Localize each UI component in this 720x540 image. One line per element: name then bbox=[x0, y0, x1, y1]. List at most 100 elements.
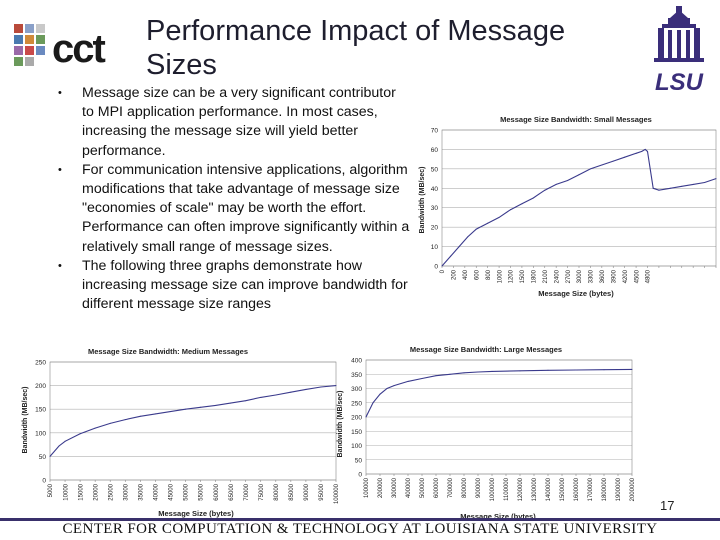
bullet-dot: • bbox=[58, 87, 62, 99]
x-tick-label: 1900000 bbox=[616, 477, 622, 501]
y-tick-label: 300 bbox=[351, 386, 362, 393]
data-point bbox=[124, 419, 126, 421]
data-point bbox=[458, 246, 460, 248]
data-point bbox=[260, 396, 262, 398]
data-point bbox=[644, 148, 646, 150]
lsu-logo: LSU bbox=[654, 6, 704, 94]
x-tick-label: 85000 bbox=[289, 483, 295, 500]
x-tick-label: 1100000 bbox=[504, 477, 510, 501]
y-tick-label: 0 bbox=[358, 472, 362, 479]
data-point bbox=[49, 455, 51, 457]
data-point bbox=[200, 406, 202, 408]
data-point bbox=[681, 185, 683, 187]
data-point bbox=[365, 416, 367, 418]
x-tick-label: 1000000 bbox=[490, 477, 496, 501]
data-point bbox=[154, 413, 156, 415]
footer-text: CENTER FOR COMPUTATION & TECHNOLOGY AT L… bbox=[62, 521, 658, 537]
data-point bbox=[567, 180, 569, 182]
chart-title: Message Size Bandwidth: Small Messages bbox=[500, 115, 652, 124]
y-tick-label: 0 bbox=[434, 264, 438, 271]
x-tick-label: 800000 bbox=[462, 477, 468, 498]
page-number: 17 bbox=[660, 498, 675, 513]
y-tick-label: 400 bbox=[351, 358, 362, 365]
x-tick-label: 1800 bbox=[532, 269, 538, 283]
y-tick-label: 200 bbox=[35, 383, 46, 390]
bullet-text: Message size can be a very significant c… bbox=[82, 85, 396, 159]
data-point bbox=[290, 391, 292, 393]
plot-area bbox=[49, 361, 337, 481]
x-tick-label: 600000 bbox=[434, 477, 440, 498]
data-point bbox=[487, 222, 489, 224]
data-point bbox=[169, 411, 171, 413]
y-tick-label: 10 bbox=[431, 244, 439, 251]
y-tick-label: 150 bbox=[35, 407, 46, 414]
x-tick-label: 3000 bbox=[577, 269, 583, 283]
x-tick-label: 2100 bbox=[543, 269, 549, 283]
data-point bbox=[624, 156, 626, 158]
y-tick-label: 100 bbox=[35, 430, 46, 437]
chart-xlabel: Message Size (bytes) bbox=[538, 289, 614, 298]
x-tick-label: 1600000 bbox=[574, 477, 580, 501]
x-tick-label: 600 bbox=[474, 269, 480, 280]
x-tick-label: 20000 bbox=[93, 483, 99, 500]
x-tick-label: 5000 bbox=[48, 483, 54, 497]
chart-ylabel: Bandwidth (MB/sec) bbox=[22, 387, 29, 454]
data-point bbox=[612, 160, 614, 162]
x-tick-label: 4500 bbox=[634, 269, 640, 283]
cct-logo-text: cct bbox=[52, 27, 105, 71]
data-point bbox=[64, 440, 66, 442]
bullet-list: • Message size can be a very significant … bbox=[58, 84, 410, 314]
chart-title: Message Size Bandwidth: Large Messages bbox=[410, 345, 562, 354]
x-tick-label: 3300 bbox=[589, 269, 595, 283]
data-point bbox=[109, 422, 111, 424]
bullet-item: • For communication intensive application… bbox=[58, 161, 410, 257]
y-tick-label: 50 bbox=[39, 454, 47, 461]
x-tick-label: 1200 bbox=[509, 269, 515, 283]
y-tick-label: 20 bbox=[431, 225, 439, 232]
x-tick-label: 1500 bbox=[520, 269, 526, 283]
chart-small-messages: Message Size Bandwidth: Small Messages M… bbox=[419, 115, 717, 298]
x-tick-label: 10000 bbox=[63, 483, 69, 500]
x-tick-label: 1300000 bbox=[532, 477, 538, 501]
bullet-dot: • bbox=[58, 163, 62, 176]
chart-large-messages: Message Size Bandwidth: Large Messages M… bbox=[337, 345, 636, 521]
data-point bbox=[230, 402, 232, 404]
data-point bbox=[510, 209, 511, 211]
x-tick-label: 500000 bbox=[420, 477, 426, 498]
data-point bbox=[320, 386, 322, 388]
chart-ylabel: Bandwidth (MB/sec) bbox=[337, 391, 344, 458]
bullet-item: • Message size can be a very significant … bbox=[58, 84, 410, 161]
plot-area bbox=[441, 129, 717, 267]
data-point bbox=[386, 388, 388, 389]
x-tick-label: 45000 bbox=[169, 483, 175, 500]
data-point bbox=[372, 402, 374, 404]
series-line bbox=[49, 385, 337, 457]
x-tick-label: 1700000 bbox=[588, 477, 594, 501]
y-tick-label: 0 bbox=[42, 478, 46, 485]
data-point bbox=[477, 371, 479, 373]
y-tick-label: 30 bbox=[431, 205, 439, 212]
slide-title: Performance Impact of Message Sizes bbox=[146, 15, 566, 81]
x-tick-label: 25000 bbox=[108, 483, 114, 500]
data-point bbox=[215, 404, 217, 406]
x-tick-label: 30000 bbox=[123, 483, 129, 500]
data-point bbox=[79, 433, 81, 435]
x-tick-label: 300000 bbox=[392, 477, 398, 498]
data-point bbox=[601, 164, 603, 166]
cct-logo: cct bbox=[14, 24, 107, 71]
data-point bbox=[335, 385, 337, 387]
y-tick-label: 250 bbox=[351, 400, 362, 407]
data-point bbox=[498, 216, 500, 218]
bullet-text: The following three graphs demonstrate h… bbox=[82, 257, 408, 313]
y-tick-label: 70 bbox=[431, 128, 439, 135]
chart-xlabel: Message Size (bytes) bbox=[158, 509, 234, 518]
x-tick-label: 40000 bbox=[154, 483, 160, 500]
data-point bbox=[467, 236, 469, 238]
y-tick-label: 200 bbox=[351, 415, 362, 422]
x-tick-label: 50000 bbox=[184, 483, 190, 500]
lsu-logo-text: LSU bbox=[655, 69, 704, 94]
data-point bbox=[652, 187, 654, 189]
series-line bbox=[441, 148, 717, 267]
data-point bbox=[275, 394, 277, 396]
data-point bbox=[463, 372, 465, 374]
